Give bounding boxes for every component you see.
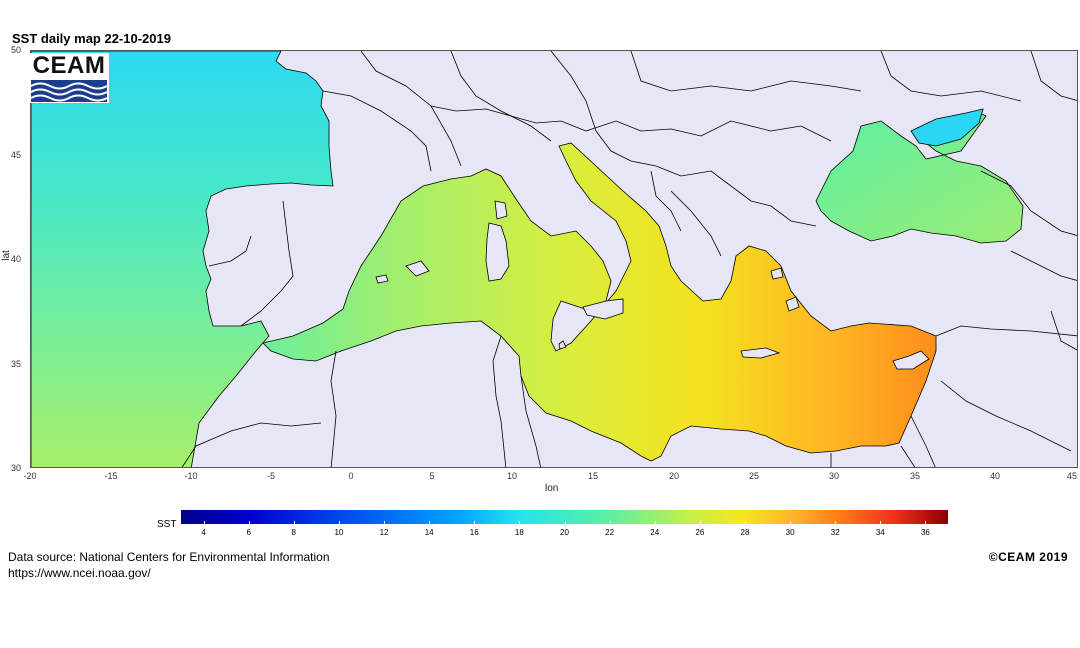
map-title: SST daily map 22-10-2019 [12,31,171,46]
legend-tick-mark [880,521,882,525]
logo-text: CEAM [32,52,106,79]
data-source-line1: Data source: National Centers for Enviro… [8,550,330,564]
legend-tick-label: 24 [650,528,660,537]
legend-tick-label: 14 [424,528,434,537]
xtick: 15 [587,471,599,481]
xtick: 10 [506,471,518,481]
legend-tick-label: 28 [740,528,750,537]
xtick: 35 [909,471,921,481]
ceam-logo: CEAM [29,53,109,103]
copyright: ©CEAM 2019 [988,550,1068,564]
legend-tick-label: 34 [875,528,885,537]
atlantic-ocean [31,51,334,467]
legend-tick-label: 26 [695,528,705,537]
xtick: 0 [348,471,354,481]
xtick: -10 [184,471,198,481]
xtick: -15 [104,471,118,481]
legend-tick-mark [654,521,656,525]
legend-tick-label: 10 [334,528,344,537]
ytick-50: 50 [11,45,22,55]
legend-tick-label: 16 [469,528,479,537]
xtick: 45 [1066,471,1078,481]
legend-tick-label: 32 [830,528,840,537]
legend-tick-label: 36 [920,528,930,537]
sst-map[interactable] [30,50,1078,468]
legend-tick-mark [429,521,431,525]
islands [375,200,930,370]
legend-tick-label: 12 [379,528,389,537]
sea-of-azov [910,108,984,147]
legend-tick-mark [744,521,746,525]
xtick: 5 [429,471,435,481]
legend-tick-mark [519,521,521,525]
y-axis-label: lat [0,250,12,261]
legend-tick-label: 22 [605,528,615,537]
ytick-45: 45 [11,150,22,160]
legend-tick-label: 20 [560,528,569,537]
data-source: Data source: National Centers for Enviro… [8,549,330,581]
black-sea [815,110,1024,244]
xtick: 40 [989,471,1001,481]
legend-tick-label: 6 [246,528,251,537]
legend-tick-mark [835,521,837,525]
ytick-40: 40 [11,254,22,264]
xtick: -5 [266,471,276,481]
legend-tick-label: 30 [785,528,795,537]
data-source-url[interactable]: https://www.ncei.noaa.gov/ [8,566,151,580]
legend-tick-mark [609,521,611,525]
logo-waves-icon [30,80,108,102]
legend-tick-label: 8 [291,528,297,537]
legend-tick-mark [248,521,250,525]
legend-title: SST [157,519,177,530]
legend-tick-mark [203,521,205,525]
legend-tick-mark [474,521,476,525]
xtick: 30 [828,471,840,481]
legend-tick-mark [790,521,792,525]
legend-tick-mark [338,521,340,525]
xtick: -20 [23,471,37,481]
country-borders [181,51,1077,467]
legend-tick-label: 18 [514,528,524,537]
sst-map-svg [31,51,1077,467]
legend-tick-mark [384,521,386,525]
xtick: 25 [748,471,760,481]
legend-tick-mark [699,521,701,525]
legend-tick-label: 4 [201,528,206,537]
x-axis-label: lon [545,483,559,494]
mediterranean-sea [262,142,937,462]
legend-tick-mark [564,521,566,525]
ytick-35: 35 [11,359,22,369]
legend-tick-mark [293,521,295,525]
ytick-30: 30 [11,463,22,473]
xtick: 20 [668,471,680,481]
sst-color-scale [181,510,948,524]
legend-tick-mark [925,521,927,525]
